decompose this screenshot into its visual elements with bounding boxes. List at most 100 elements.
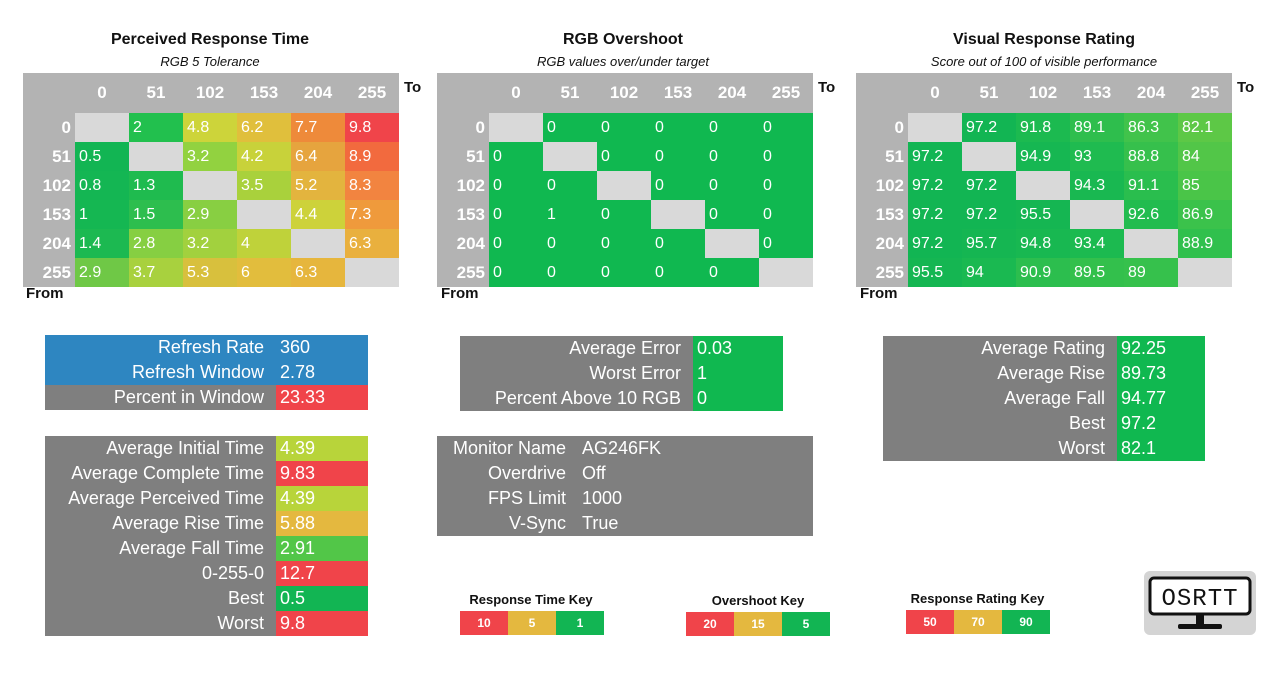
overshoot-cell: 0	[489, 171, 543, 200]
rating-cell	[908, 113, 962, 142]
times-label: Best	[45, 586, 276, 611]
rating-cell: 94	[962, 258, 1016, 287]
rating-cell	[962, 142, 1016, 171]
errors-label: Average Error	[460, 336, 693, 361]
times-value: 4.39	[276, 436, 368, 461]
overshoot-cell: 0	[759, 200, 813, 229]
overshoot-key-title: Overshoot Key	[711, 593, 805, 608]
times-value: 4.39	[276, 486, 368, 511]
perceived-cell: 6.3	[291, 258, 345, 287]
rating-cell: 92.6	[1124, 200, 1178, 229]
response_time-key-cell: 5	[508, 611, 556, 635]
times-label: Average Perceived Time	[45, 486, 276, 511]
times-label: Average Complete Time	[45, 461, 276, 486]
perceived-cell: 1.5	[129, 200, 183, 229]
overshoot-cell: 0	[489, 142, 543, 171]
rating-key-title: Response Rating Key	[910, 591, 1045, 606]
perceived-col-header: 0	[75, 73, 129, 113]
perceived-cell	[345, 258, 399, 287]
rating-row-header: 204	[856, 229, 908, 258]
rating-cell: 97.2	[962, 113, 1016, 142]
monitor-label: Overdrive	[437, 461, 578, 486]
perceived-cell: 6.3	[345, 229, 399, 258]
times-label: Worst	[45, 611, 276, 636]
response-time-key-title: Response Time Key	[469, 592, 593, 607]
overshoot-col-header: 153	[651, 73, 705, 113]
overshoot-cell: 0	[759, 142, 813, 171]
rating-row-header: 255	[856, 258, 908, 287]
overshoot-from-label: From	[441, 285, 479, 302]
overshoot-row-header: 102	[437, 171, 489, 200]
errors-value: 0.03	[693, 336, 783, 361]
overshoot-cell: 0	[705, 113, 759, 142]
monitor-icon: OSRTT	[1148, 576, 1252, 629]
times-value: 5.88	[276, 511, 368, 536]
errors-value: 1	[693, 361, 783, 386]
perceived-col-header: 204	[291, 73, 345, 113]
perceived-cell: 2.8	[129, 229, 183, 258]
overshoot-cell: 0	[759, 113, 813, 142]
rating-cell: 94.8	[1016, 229, 1070, 258]
rating-to-label: To	[1237, 79, 1255, 96]
refresh-label: Refresh Window	[45, 360, 276, 385]
monitor-label: Monitor Name	[437, 436, 578, 461]
times-label: 0-255-0	[45, 561, 276, 586]
overshoot-cell: 0	[651, 113, 705, 142]
rating-cell: 97.2	[908, 200, 962, 229]
perceived-cell	[75, 113, 129, 142]
perceived-cell: 6.2	[237, 113, 291, 142]
overshoot-cell: 1	[543, 200, 597, 229]
perceived-cell: 8.9	[345, 142, 399, 171]
monitor-label: V-Sync	[437, 511, 578, 536]
overshoot-cell: 0	[597, 229, 651, 258]
rating-subtitle: Score out of 100 of visible performance	[930, 54, 1158, 69]
perceived-col-header: 102	[183, 73, 237, 113]
perceived-row-header: 51	[23, 142, 75, 171]
monitor-label: FPS Limit	[437, 486, 578, 511]
perceived-cell: 1	[75, 200, 129, 229]
overshoot-cell: 0	[543, 171, 597, 200]
perceived-cell	[183, 171, 237, 200]
overshoot-cell: 0	[543, 258, 597, 287]
errors-label: Percent Above 10 RGB	[460, 386, 693, 411]
perceived-cell: 4.2	[237, 142, 291, 171]
perceived-cell: 3.2	[183, 142, 237, 171]
rating-key-cell: 70	[954, 610, 1002, 634]
perceived-cell: 8.3	[345, 171, 399, 200]
perceived-cell	[237, 200, 291, 229]
rating-cell: 84	[1178, 142, 1232, 171]
overshoot-cell: 0	[705, 258, 759, 287]
rating-cell: 97.2	[908, 171, 962, 200]
overshoot-cell: 0	[489, 258, 543, 287]
times-label: Average Initial Time	[45, 436, 276, 461]
overshoot-row-header: 153	[437, 200, 489, 229]
overshoot-cell: 0	[597, 258, 651, 287]
overshoot-subtitle: RGB values over/under target	[537, 54, 709, 69]
rating-cell: 97.2	[908, 229, 962, 258]
overshoot-cell: 0	[651, 258, 705, 287]
overshoot-key-cell: 15	[734, 612, 782, 636]
perceived-cell	[291, 229, 345, 258]
rating-cell: 91.8	[1016, 113, 1070, 142]
perceived-cell: 5.3	[183, 258, 237, 287]
response_time-key-cell: 1	[556, 611, 604, 635]
overshoot-cell	[543, 142, 597, 171]
ratings_summary-label: Average Fall	[883, 386, 1117, 411]
rating-cell	[1178, 258, 1232, 287]
rating-cell	[1070, 200, 1124, 229]
errors-value: 0	[693, 386, 783, 411]
perceived-cell: 9.8	[345, 113, 399, 142]
rating-cell: 85	[1178, 171, 1232, 200]
perceived-cell: 6.4	[291, 142, 345, 171]
perceived-cell: 7.3	[345, 200, 399, 229]
overshoot-cell: 0	[597, 113, 651, 142]
overshoot-cell: 0	[759, 171, 813, 200]
ratings_summary-value: 89.73	[1117, 361, 1205, 386]
perceived-cell: 3.2	[183, 229, 237, 258]
perceived-cell: 1.3	[129, 171, 183, 200]
overshoot-cell	[489, 113, 543, 142]
overshoot-cell: 0	[597, 142, 651, 171]
rating-cell: 97.2	[962, 200, 1016, 229]
overshoot-row-header: 204	[437, 229, 489, 258]
overshoot-title: RGB Overshoot	[562, 31, 683, 48]
